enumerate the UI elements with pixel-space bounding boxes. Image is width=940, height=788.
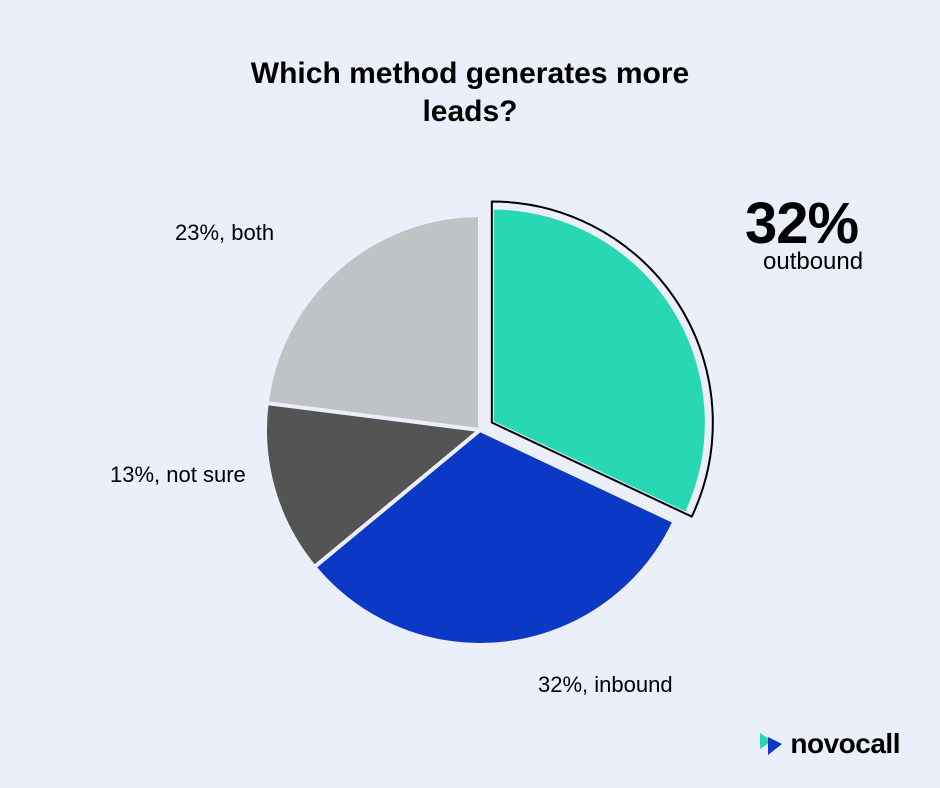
pie-slice-both: [267, 215, 480, 430]
slice-label-both: 23%, both: [175, 220, 274, 246]
callout-label: outbound: [763, 248, 863, 276]
chart-canvas: Which method generates moreleads? 32% ou…: [0, 0, 940, 788]
logo-text: novocall: [790, 728, 900, 760]
callout-percent: 32%: [745, 190, 858, 257]
logo-icon: [756, 729, 786, 759]
pie-chart: [0, 0, 940, 788]
brand-logo: novocall: [756, 728, 900, 760]
slice-label-inbound: 32%, inbound: [538, 672, 673, 698]
slice-label-notsure: 13%, not sure: [110, 462, 246, 488]
